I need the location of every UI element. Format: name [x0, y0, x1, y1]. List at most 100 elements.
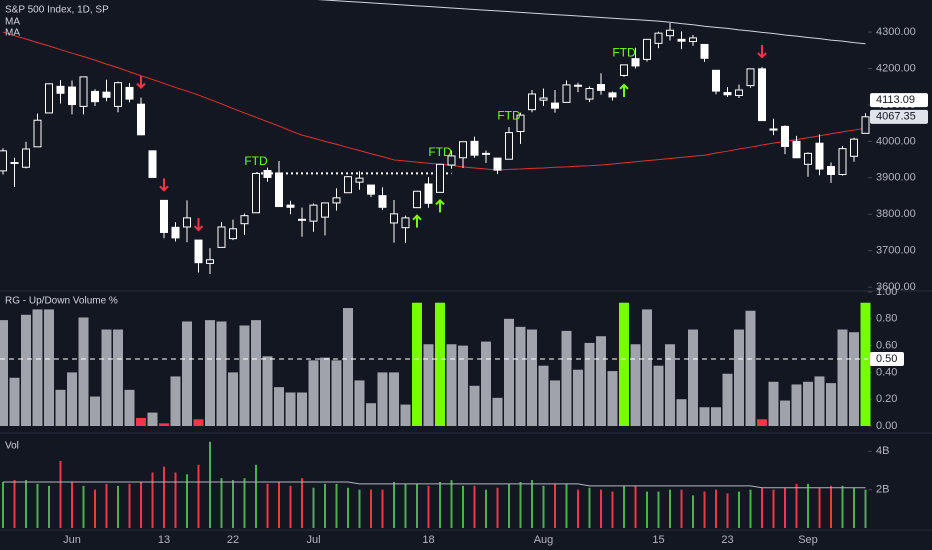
bar	[343, 308, 353, 426]
volume-bar	[174, 472, 177, 528]
annotation: FTD	[244, 154, 268, 168]
signal-arrow-down	[193, 218, 204, 232]
candle-body	[516, 114, 525, 133]
bar	[446, 344, 457, 426]
bar	[366, 403, 376, 426]
volume-bar	[220, 478, 223, 528]
volume-bar	[577, 489, 579, 528]
bar	[607, 371, 618, 426]
volume-bar	[128, 483, 131, 528]
candle-body	[620, 64, 628, 76]
price-badge-label: 4067.35	[876, 111, 916, 123]
chart-title: S&P 500 Index, 1D, SP	[5, 5, 109, 16]
candle-body	[33, 119, 42, 148]
candle-body	[643, 38, 651, 60]
candle-body	[482, 152, 490, 155]
candle-body	[815, 142, 824, 170]
candle-body	[493, 157, 502, 171]
volume-bar	[427, 485, 430, 528]
volume-bar	[749, 489, 752, 528]
volume-bar	[818, 487, 821, 528]
bar	[147, 412, 158, 426]
candle-body	[413, 190, 421, 209]
bar	[584, 342, 595, 426]
bar	[101, 329, 112, 426]
bar	[389, 372, 399, 426]
y-tick-label: 0.40	[876, 366, 897, 378]
volume-bar	[324, 483, 326, 528]
volume-bar	[657, 491, 660, 528]
bar	[239, 325, 250, 426]
volume-bar	[669, 489, 671, 528]
candle-body	[666, 29, 674, 37]
candle-body	[102, 91, 111, 98]
candle-body	[827, 165, 835, 176]
bar	[481, 341, 491, 426]
bar	[297, 392, 307, 426]
bar	[90, 396, 100, 426]
volume-bar	[94, 489, 96, 528]
bar	[67, 372, 77, 426]
volume-bar	[140, 482, 142, 528]
candle-body	[56, 85, 65, 94]
bar	[308, 360, 319, 426]
y-tick-label: 4300.00	[876, 26, 916, 38]
candle-body	[171, 226, 180, 239]
bar	[814, 376, 825, 426]
candle-body	[22, 148, 30, 168]
candle-body	[309, 204, 318, 222]
bar	[757, 419, 767, 426]
y-tick-label: 0.80	[876, 313, 897, 325]
bar	[791, 384, 802, 426]
legend-entry: MA	[5, 28, 20, 39]
candle-body	[654, 32, 663, 44]
bar	[768, 381, 779, 426]
price-pane	[0, 0, 870, 274]
y-tick-label: 3800.00	[876, 208, 916, 220]
candle-body	[551, 102, 559, 109]
volume-bar	[278, 482, 280, 528]
volume-bar	[151, 472, 154, 528]
volume-bar	[853, 487, 855, 528]
bar	[216, 321, 227, 426]
candle-body	[68, 86, 76, 106]
bar	[699, 407, 710, 426]
volume-bar	[473, 485, 476, 528]
candle-body	[378, 195, 387, 208]
candle-body	[194, 239, 203, 264]
candle-body	[792, 140, 801, 159]
price-badge	[870, 93, 928, 108]
bar	[837, 329, 848, 426]
candle-body	[91, 90, 99, 103]
bar	[0, 320, 8, 426]
volume-bar	[105, 483, 108, 528]
y-tick-label: 0.60	[876, 340, 897, 352]
candle-body	[850, 138, 858, 157]
bar	[734, 329, 744, 426]
volume-bar	[519, 482, 522, 528]
volume-bar	[301, 478, 303, 528]
bar	[538, 365, 549, 426]
annotation: FTD	[428, 145, 452, 159]
bar	[44, 309, 54, 426]
candle-body	[689, 37, 697, 43]
candle-body	[804, 152, 812, 165]
y-tick-label: 0.20	[876, 393, 897, 405]
bar	[780, 400, 790, 426]
volume-bar	[542, 485, 545, 528]
bar	[688, 329, 698, 426]
x-tick-label: Sep	[798, 534, 818, 546]
bar	[78, 317, 89, 426]
candle-body	[0, 150, 7, 172]
candle-body	[183, 217, 191, 228]
volume-bar	[209, 441, 211, 528]
candle-body	[275, 172, 283, 208]
signal-arrow-down	[136, 75, 146, 90]
volume-bar	[864, 489, 867, 528]
bar	[55, 389, 66, 426]
volume-bar	[48, 485, 50, 528]
candle-body	[723, 92, 732, 96]
bar	[274, 387, 284, 426]
